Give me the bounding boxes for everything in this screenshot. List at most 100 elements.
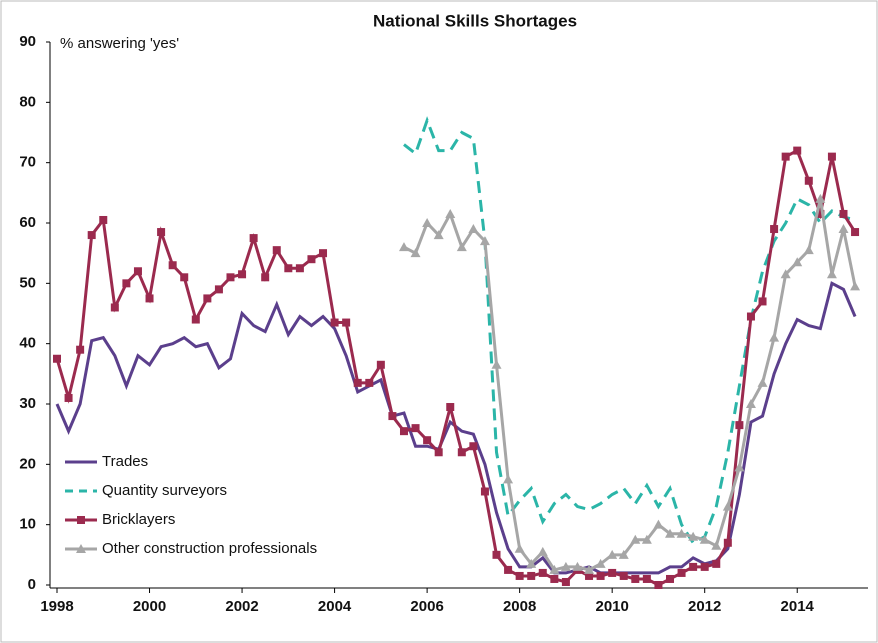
point	[353, 378, 362, 387]
point	[758, 297, 767, 306]
point	[665, 528, 676, 538]
point	[688, 531, 699, 541]
point	[804, 176, 813, 185]
y-axis-label: % answering 'yes'	[60, 35, 179, 52]
point	[734, 462, 745, 472]
point	[595, 558, 606, 568]
point	[677, 568, 686, 577]
legend-marker	[77, 516, 85, 524]
point	[64, 393, 73, 402]
x-tick-label: 2006	[410, 598, 443, 615]
point	[700, 562, 709, 571]
point	[469, 442, 478, 451]
point	[515, 571, 524, 580]
point	[214, 285, 223, 294]
point	[666, 574, 675, 583]
point	[514, 543, 525, 553]
point	[781, 152, 790, 161]
point	[585, 571, 594, 580]
point	[365, 378, 374, 387]
point	[53, 354, 61, 363]
point	[537, 546, 548, 556]
point	[780, 269, 791, 279]
point	[851, 228, 860, 237]
point	[191, 315, 200, 324]
point	[826, 269, 837, 279]
point	[504, 565, 513, 574]
point	[284, 264, 293, 273]
point	[572, 561, 583, 571]
point	[157, 228, 166, 237]
point	[793, 146, 802, 155]
x-tick-label: 2012	[688, 598, 721, 615]
point	[838, 224, 849, 234]
point	[503, 474, 514, 484]
y-tick-label: 60	[19, 214, 36, 231]
series-line	[403, 116, 856, 545]
y-tick-label: 90	[19, 33, 36, 50]
point	[423, 436, 432, 445]
point	[746, 312, 755, 321]
point	[827, 152, 836, 161]
point	[180, 273, 189, 282]
point	[641, 534, 652, 544]
legend-label: Other construction professionals	[102, 540, 317, 557]
point	[492, 550, 501, 559]
point	[839, 209, 848, 218]
point	[330, 318, 339, 327]
point	[433, 230, 444, 240]
point	[699, 534, 710, 544]
point	[618, 549, 629, 559]
point	[272, 246, 281, 255]
x-tick-label: 2000	[133, 598, 166, 615]
point	[133, 267, 142, 276]
point	[295, 264, 304, 273]
x-tick-label: 2002	[225, 598, 258, 615]
point	[376, 360, 385, 369]
point	[410, 248, 421, 258]
point	[803, 245, 814, 255]
point	[238, 270, 247, 279]
y-tick-label: 40	[19, 335, 36, 352]
y-tick-label: 50	[19, 274, 36, 291]
x-tick-label: 2014	[781, 598, 815, 615]
point	[560, 561, 571, 571]
legend-label: Trades	[102, 453, 148, 470]
legend-marker	[76, 544, 86, 553]
point	[445, 208, 456, 218]
legend-label: Bricklayers	[102, 511, 175, 528]
point	[642, 574, 651, 583]
point	[850, 281, 861, 291]
point	[446, 403, 455, 412]
point	[653, 519, 664, 529]
point	[676, 528, 687, 538]
point	[816, 209, 825, 218]
point	[723, 538, 732, 547]
point	[596, 571, 605, 580]
point	[584, 564, 595, 574]
x-tick-label: 2008	[503, 598, 536, 615]
x-tick-label: 2004	[318, 598, 352, 615]
point	[631, 574, 640, 583]
point	[769, 332, 780, 342]
point	[307, 255, 316, 264]
y-tick-label: 10	[19, 516, 36, 533]
point	[261, 273, 270, 282]
point	[561, 577, 570, 586]
y-tick-label: 80	[19, 93, 36, 110]
point	[479, 236, 490, 246]
x-tick-label: 1998	[40, 598, 73, 615]
point	[110, 303, 119, 312]
point	[226, 273, 235, 282]
point	[815, 193, 826, 203]
point	[480, 487, 489, 496]
point	[722, 501, 733, 511]
point	[712, 559, 721, 568]
point	[168, 261, 177, 270]
point	[99, 215, 108, 224]
point	[745, 399, 756, 408]
point	[342, 318, 351, 327]
point	[757, 377, 768, 387]
point	[456, 242, 467, 252]
